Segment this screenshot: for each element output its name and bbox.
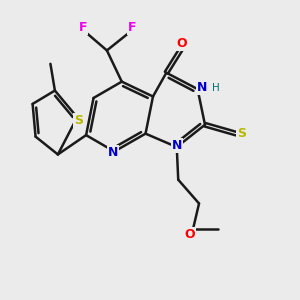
Text: S: S [74,114,83,127]
Text: N: N [172,139,182,152]
Text: H: H [212,82,220,93]
Text: N: N [197,81,207,94]
Text: S: S [237,127,246,140]
Text: N: N [108,146,118,160]
Text: O: O [176,37,187,50]
Text: F: F [128,21,136,34]
Text: F: F [79,21,87,34]
Text: O: O [185,228,195,241]
